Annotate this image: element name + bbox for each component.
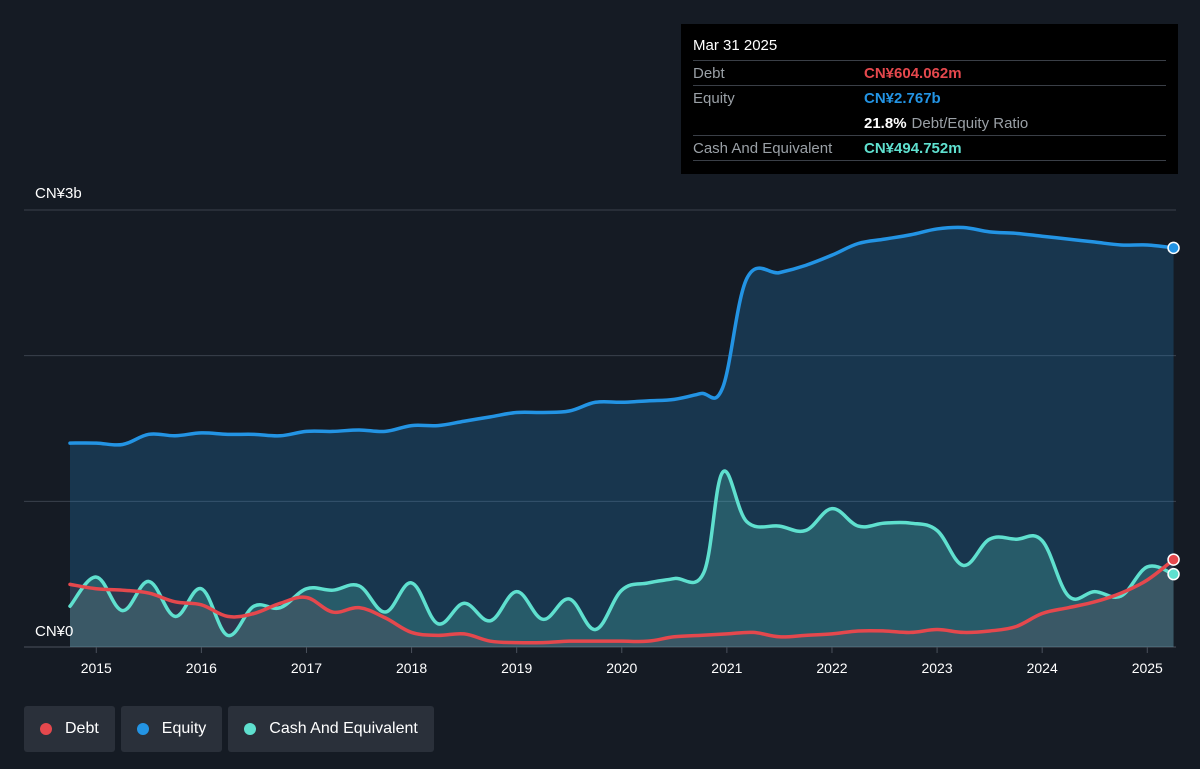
tooltip-debt-label: Debt bbox=[693, 64, 725, 82]
cash-dot-icon bbox=[244, 723, 257, 735]
debt-area bbox=[70, 559, 1174, 647]
debt-dot-icon bbox=[40, 723, 52, 735]
x-tick-label-2023: 2023 bbox=[921, 660, 952, 676]
series-areas bbox=[70, 227, 1174, 648]
tooltip-row-debt: Debt CN¥604.062m bbox=[693, 60, 1166, 85]
tooltip-row-ratio: 21.8% Debt/Equity Ratio bbox=[693, 110, 1166, 135]
x-tick-label-2025: 2025 bbox=[1132, 660, 1163, 676]
legend-label-debt: Debt bbox=[65, 720, 99, 737]
tooltip-row-equity: Equity CN¥2.767b bbox=[693, 85, 1166, 110]
tooltip-date: Mar 31 2025 bbox=[693, 37, 778, 54]
x-tick-label-2022: 2022 bbox=[816, 660, 847, 676]
cash-and-equivalent-area bbox=[70, 471, 1174, 647]
end-markers bbox=[1167, 241, 1180, 581]
x-tick-label-2016: 2016 bbox=[186, 660, 217, 676]
x-axis-ticks: 2015 2016 2017 2018 2019 2020 2021 2022 2023 2024… bbox=[81, 647, 1163, 676]
legend-label-cash: Cash And Equivalent bbox=[269, 720, 418, 737]
tooltip-ratio-label: Debt/Equity Ratio bbox=[911, 114, 1029, 132]
y-axis-top-label: CN¥3b bbox=[35, 185, 82, 202]
chart-legend: Debt Equity Cash And Equivalent bbox=[24, 706, 434, 752]
x-tick-label-2017: 2017 bbox=[291, 660, 322, 676]
series-lines bbox=[68, 225, 1176, 645]
grid-lines bbox=[24, 209, 1176, 648]
y-axis-bottom-label: CN¥0 bbox=[35, 623, 73, 640]
x-tick-label-2015: 2015 bbox=[81, 660, 112, 676]
tooltip-equity-label: Equity bbox=[693, 89, 735, 107]
tooltip-ratio-value: 21.8% bbox=[864, 114, 907, 132]
debt-line bbox=[68, 557, 1176, 645]
legend-item-cash[interactable]: Cash And Equivalent bbox=[228, 706, 434, 752]
cash-and-equivalent-line bbox=[68, 469, 1176, 638]
equity-dot-icon bbox=[136, 723, 149, 735]
legend-item-equity[interactable]: Equity bbox=[120, 706, 223, 752]
legend-item-debt[interactable]: Debt bbox=[24, 706, 115, 752]
debt-end-marker bbox=[1167, 553, 1180, 566]
equity-end-marker bbox=[1167, 241, 1180, 255]
x-tick-label-2021: 2021 bbox=[711, 660, 742, 676]
x-tick-label-2020: 2020 bbox=[606, 660, 637, 676]
tooltip-equity-value: CN¥2.767b bbox=[864, 89, 941, 107]
equity-line bbox=[68, 225, 1176, 447]
tooltip-cash-label: Cash And Equivalent bbox=[693, 139, 833, 157]
x-tick-label-2018: 2018 bbox=[396, 660, 427, 676]
legend-label-equity: Equity bbox=[161, 720, 207, 737]
cash-and-equivalent-end-marker bbox=[1167, 567, 1180, 581]
tooltip-panel: Mar 31 2025 Debt CN¥604.062m Equity CN¥2… bbox=[681, 24, 1178, 174]
x-tick-label-2019: 2019 bbox=[501, 660, 532, 676]
tooltip-cash-value: CN¥494.752m bbox=[864, 139, 962, 157]
tooltip-debt-value: CN¥604.062m bbox=[864, 64, 962, 82]
tooltip-row-cash: Cash And Equivalent CN¥494.752m bbox=[693, 135, 1166, 161]
x-tick-label-2024: 2024 bbox=[1027, 660, 1058, 676]
equity-area bbox=[70, 227, 1174, 648]
